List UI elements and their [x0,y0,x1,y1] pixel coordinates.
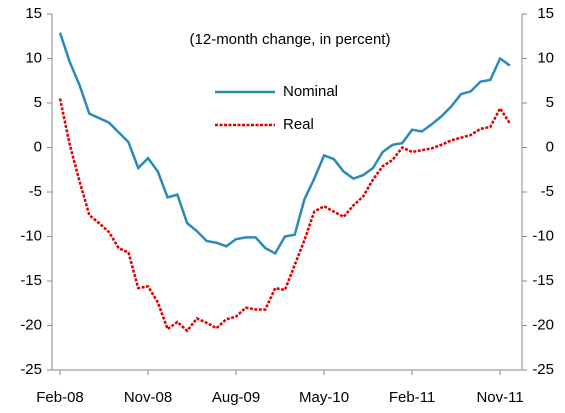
series-line [58,98,511,333]
y-tick-label: 15 [25,5,42,22]
y-tick-label: 10 [25,49,42,66]
y2-tick-label: 0 [546,138,554,155]
y2-tick-label: -10 [532,227,554,244]
y-tick-label: -10 [20,227,42,244]
y-tick-label: -5 [29,183,42,200]
legend-label: Nominal [283,83,338,100]
x-tick-label: Nov-08 [124,389,172,406]
x-tick-label: Feb-11 [389,389,435,406]
y2-tick-label: 15 [537,5,554,22]
x-tick-label: Nov-11 [476,389,523,406]
x-tick-label: Feb-08 [36,389,84,406]
x-tick-label: May-10 [299,389,349,406]
y2-tick-label: -15 [532,272,554,289]
y2-tick-label: -20 [532,316,554,333]
y2-tick-label: 10 [537,49,554,66]
y2-tick-label: -5 [541,183,554,200]
series-line [58,32,511,256]
y-tick-label: -20 [20,316,42,333]
legend-label: Real [283,116,314,133]
y-tick-label: -15 [20,272,42,289]
x-tick-label: Aug-09 [212,389,260,406]
y-tick-label: 0 [34,138,42,155]
y-tick-label: 5 [34,94,42,111]
y-tick-label: -25 [20,361,42,378]
y2-tick-label: 5 [546,94,554,111]
annotation: (12-month change, in percent) [190,31,391,48]
y2-tick-label: -25 [532,361,554,378]
